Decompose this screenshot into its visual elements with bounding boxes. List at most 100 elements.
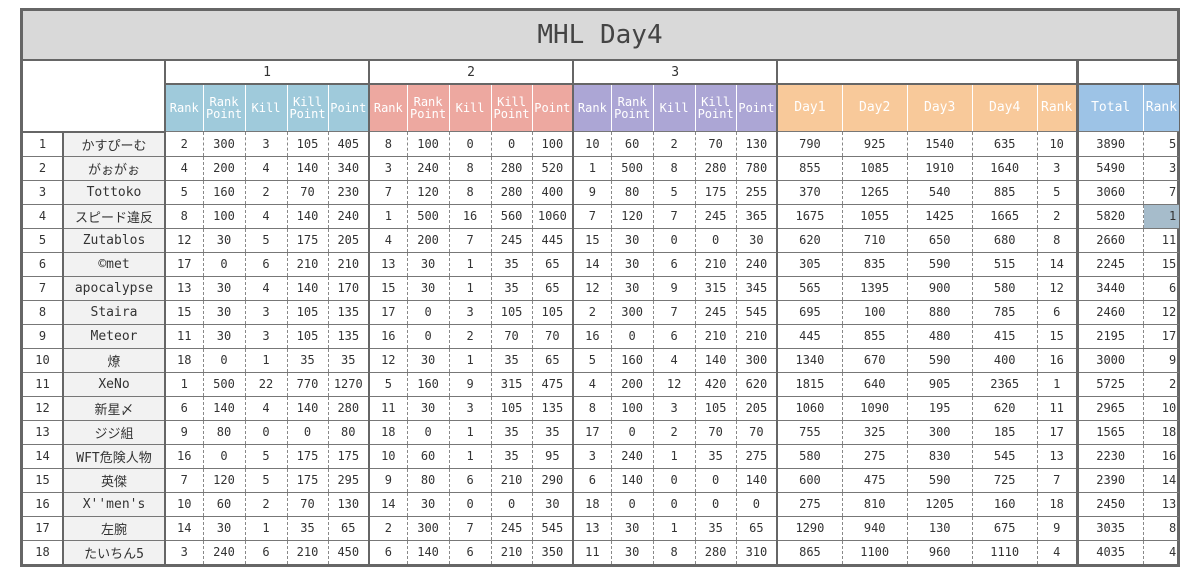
- player-name: ジジ組: [62, 419, 165, 444]
- round-cell: 35: [490, 443, 533, 468]
- round-cell: 310: [735, 539, 778, 564]
- round-cell: 240: [406, 155, 450, 180]
- day-cell: 940: [841, 515, 908, 540]
- round-cell: 105: [490, 395, 533, 420]
- total-cell: 2195: [1075, 323, 1144, 348]
- round-cell: 135: [327, 323, 370, 348]
- round-cell: 8: [652, 539, 696, 564]
- day-cell: 880: [906, 299, 973, 324]
- round-cell: 8: [164, 203, 203, 228]
- round-cell: 0: [406, 323, 450, 348]
- round-cell: 205: [735, 395, 778, 420]
- round-cell: 1270: [327, 371, 370, 396]
- round-cell: 100: [202, 203, 245, 228]
- round-cell: 30: [406, 395, 450, 420]
- day-cell: 540: [906, 179, 973, 204]
- round-cell: 80: [610, 179, 654, 204]
- round-cell: 140: [694, 347, 737, 372]
- player-row: 2 がぉがぉ 4 200 4 140 340 3 240 8 280 520 1 500 8 280 780 85…: [23, 155, 1180, 180]
- day-cell: 1265: [841, 179, 908, 204]
- player-name: がぉがぉ: [62, 155, 165, 180]
- round-cell: 4: [368, 227, 408, 252]
- round-cell: 280: [490, 179, 533, 204]
- day-cell: 2365: [971, 371, 1038, 396]
- round-cell: 0: [694, 491, 737, 516]
- day-cell: 1395: [841, 275, 908, 300]
- round-cell: 210: [286, 251, 328, 276]
- round-cell: 1: [244, 515, 287, 540]
- day-cell: 1540: [906, 131, 973, 156]
- day-cell: 1340: [776, 347, 843, 372]
- round-cell: 120: [610, 203, 654, 228]
- round-cell: 35: [490, 419, 533, 444]
- round-cell: 35: [286, 515, 328, 540]
- round-cell: 65: [735, 515, 778, 540]
- round-cell: 6: [448, 467, 492, 492]
- round-cell: 175: [286, 467, 328, 492]
- round-cell: 620: [735, 371, 778, 396]
- day-cell: 5: [1036, 179, 1078, 204]
- total-group-header: [1075, 61, 1180, 85]
- round-header: 1: [163, 61, 370, 85]
- round-cell: 240: [735, 251, 778, 276]
- round-cell: 15: [368, 275, 408, 300]
- round-cell: 6: [652, 251, 696, 276]
- day-cell: 16: [1036, 347, 1078, 372]
- column-header: Rank: [368, 84, 408, 132]
- round-cell: 275: [735, 443, 778, 468]
- column-header: Rank: [1142, 84, 1180, 132]
- round-cell: 1: [448, 251, 492, 276]
- column-header: Day2: [841, 84, 908, 132]
- round-cell: 6: [244, 539, 287, 564]
- day-cell: 475: [841, 467, 908, 492]
- round-cell: 70: [694, 131, 737, 156]
- round-cell: 30: [531, 491, 574, 516]
- round-cell: 9: [448, 371, 492, 396]
- day-cell: 275: [841, 443, 908, 468]
- round-cell: 0: [448, 131, 492, 156]
- sheet-title: MHL Day4: [23, 11, 1177, 61]
- row-index: 15: [23, 467, 63, 492]
- day-cell: 8: [1036, 227, 1078, 252]
- player-name: 新星〆: [62, 395, 165, 420]
- round-cell: 10: [368, 443, 408, 468]
- round-cell: 6: [572, 467, 612, 492]
- round-cell: 4: [652, 347, 696, 372]
- round-cell: 230: [327, 179, 370, 204]
- day-cell: 925: [841, 131, 908, 156]
- round-cell: 135: [327, 299, 370, 324]
- round-cell: 105: [531, 299, 574, 324]
- round-cell: 65: [327, 515, 370, 540]
- round-cell: 65: [531, 275, 574, 300]
- table-body: 1 かすぴーむ 2 300 3 105 405 8 100 0 0 100 10 60 2 70 130 790 9…: [23, 131, 1180, 564]
- round-cell: 2: [652, 131, 696, 156]
- day-cell: 1110: [971, 539, 1038, 564]
- round-cell: 4: [244, 275, 287, 300]
- round-cell: 200: [202, 155, 245, 180]
- day-cell: 1815: [776, 371, 843, 396]
- round-cell: 105: [694, 395, 737, 420]
- round-cell: 3: [652, 395, 696, 420]
- day-cell: 7: [1036, 467, 1078, 492]
- player-name: Staira: [62, 299, 165, 324]
- round-cell: 30: [406, 347, 450, 372]
- total-cell: 2230: [1075, 443, 1144, 468]
- day-cell: 670: [841, 347, 908, 372]
- player-name: たいちん5: [62, 539, 165, 564]
- round-cell: 1: [244, 347, 287, 372]
- round-cell: 80: [327, 419, 370, 444]
- round-cell: 60: [610, 131, 654, 156]
- round-cell: 300: [202, 131, 245, 156]
- column-header: Rank: [164, 84, 203, 132]
- total-cell: 16: [1142, 443, 1180, 468]
- round-cell: 5: [244, 467, 287, 492]
- round-cell: 280: [490, 155, 533, 180]
- row-index: 18: [23, 539, 63, 564]
- round-cell: 35: [327, 347, 370, 372]
- total-cell: 1565: [1075, 419, 1144, 444]
- table-head: 1 2 3 Rank Rank Point Kill Kill Point Point Rank…: [23, 61, 1180, 133]
- round-cell: 18: [164, 347, 203, 372]
- total-cell: 3440: [1075, 275, 1144, 300]
- round-cell: 6: [244, 251, 287, 276]
- round-cell: 0: [735, 491, 778, 516]
